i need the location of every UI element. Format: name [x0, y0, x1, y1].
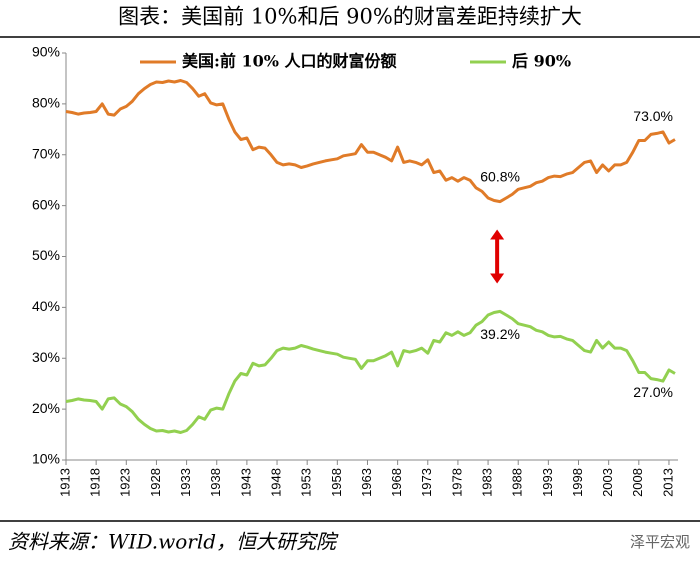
x-tick-label: 1938	[208, 468, 223, 497]
legend-label: 美国:前 10% 人口的财富份额	[182, 52, 397, 71]
y-tick-label: 10%	[32, 451, 60, 467]
y-tick-label: 40%	[32, 298, 60, 314]
watermark: 泽平宏观	[630, 534, 690, 551]
x-tick-label: 2008	[630, 468, 645, 497]
x-tick-label: 1993	[540, 468, 555, 497]
line	[65, 309, 676, 434]
x-tick-label: 1948	[268, 468, 283, 497]
arrow-head	[490, 229, 505, 240]
x-tick-label: 1998	[570, 468, 585, 497]
annotation: 39.2%	[480, 326, 520, 342]
legend-label: 后 90%	[512, 52, 571, 71]
x-tick-label: 1933	[178, 468, 193, 497]
annotation: 73.0%	[633, 108, 673, 124]
y-tick-label: 70%	[32, 145, 60, 161]
line	[65, 79, 676, 204]
y-tick-label: 80%	[32, 95, 60, 111]
y-tick-label: 30%	[32, 349, 60, 365]
x-tick-label: 1963	[359, 468, 374, 497]
annotation: 27.0%	[633, 384, 673, 400]
chart-title: 图表：美国前 10%和后 90%的财富差距持续扩大	[118, 5, 582, 29]
arrow-head	[490, 273, 505, 284]
x-tick-label: 2003	[600, 468, 615, 497]
x-tick-label: 1958	[329, 468, 344, 497]
x-tick-label: 1918	[88, 468, 103, 497]
x-tick-label: 1928	[148, 468, 163, 497]
x-tick-label: 1968	[389, 468, 404, 497]
x-tick-label: 2013	[660, 468, 675, 497]
y-tick-label: 90%	[32, 44, 60, 60]
y-tick-label: 20%	[32, 400, 60, 416]
source: 资料来源：WID.world，恒大研究院	[8, 530, 339, 554]
x-tick-label: 1983	[480, 468, 495, 497]
x-tick-label: 1913	[57, 468, 72, 497]
x-tick-label: 1953	[299, 468, 314, 497]
y-tick-label: 60%	[32, 196, 60, 212]
x-tick-label: 1988	[510, 468, 525, 497]
y-tick-label: 50%	[32, 247, 60, 263]
x-tick-label: 1978	[449, 468, 464, 497]
x-tick-label: 1943	[238, 468, 253, 497]
x-tick-label: 1973	[419, 468, 434, 497]
annotation: 60.8%	[480, 168, 520, 184]
x-tick-label: 1923	[118, 468, 133, 497]
